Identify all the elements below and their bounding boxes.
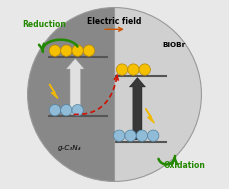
Circle shape: [114, 130, 125, 141]
Circle shape: [61, 45, 72, 56]
Polygon shape: [146, 109, 154, 123]
Wedge shape: [114, 8, 202, 181]
Circle shape: [49, 105, 61, 116]
Text: Oxidation: Oxidation: [164, 161, 205, 170]
Circle shape: [125, 130, 136, 141]
Circle shape: [72, 105, 83, 116]
FancyArrow shape: [66, 59, 84, 114]
Text: Reduction: Reduction: [22, 20, 66, 29]
Circle shape: [147, 130, 159, 141]
FancyArrow shape: [129, 77, 145, 140]
Text: Electric field: Electric field: [87, 17, 142, 26]
Circle shape: [139, 64, 150, 75]
Circle shape: [61, 105, 72, 116]
Circle shape: [128, 64, 139, 75]
Circle shape: [136, 130, 147, 141]
Circle shape: [116, 64, 128, 75]
Polygon shape: [49, 84, 58, 98]
Text: BiOBr: BiOBr: [163, 42, 186, 48]
Text: g-C₃N₄: g-C₃N₄: [57, 145, 81, 151]
Circle shape: [83, 45, 95, 56]
Circle shape: [49, 45, 61, 56]
Wedge shape: [27, 8, 114, 181]
Circle shape: [72, 45, 83, 56]
